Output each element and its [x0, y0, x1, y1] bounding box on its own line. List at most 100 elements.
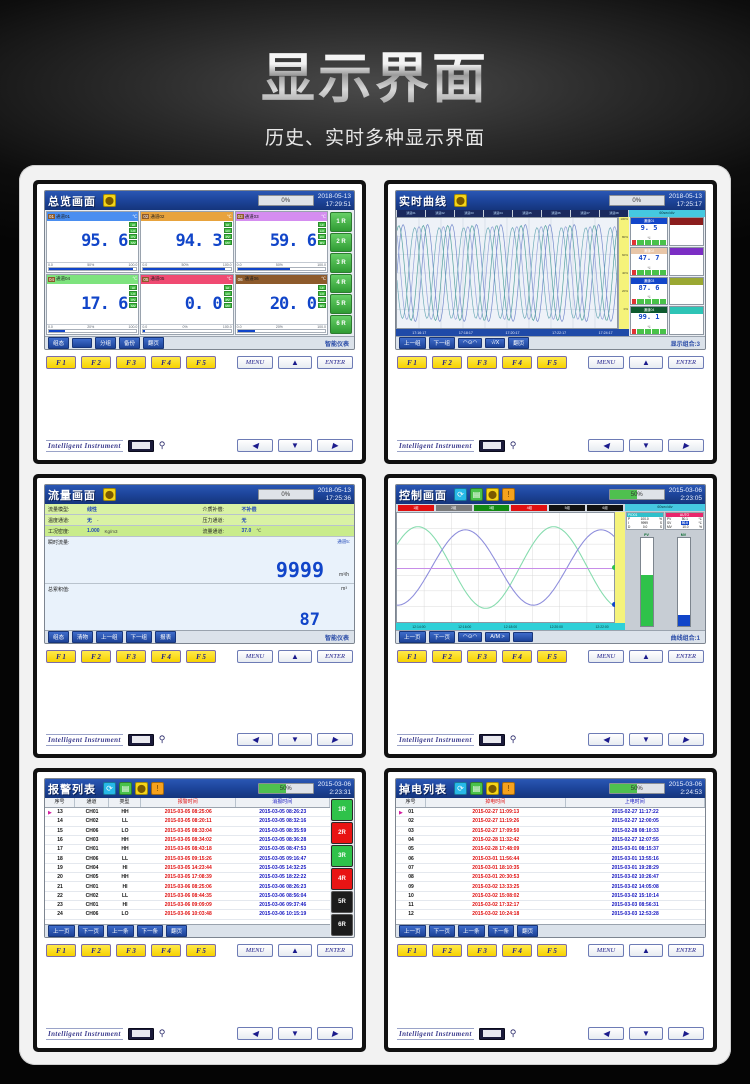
toolbar-key-2[interactable]: 上一条	[458, 925, 485, 937]
toolbar-key-3[interactable]: 备份	[119, 337, 141, 349]
function-key-f4[interactable]: F 4	[502, 944, 532, 957]
bell-icon[interactable]: ⬤	[486, 782, 499, 795]
channel-chip[interactable]: 通道08	[600, 210, 628, 217]
function-key-f3[interactable]: F 3	[467, 650, 497, 663]
menu-button[interactable]: MENU	[588, 650, 624, 663]
usb-icon[interactable]	[127, 439, 154, 452]
sd-card-icon[interactable]: ▤	[470, 782, 483, 795]
function-key-f1[interactable]: F 1	[46, 650, 76, 663]
enter-button[interactable]: ENTER	[668, 356, 704, 369]
toolbar-key-4[interactable]: 翻页	[508, 337, 530, 349]
side-button[interactable]: 1 R	[330, 212, 352, 232]
group-chip[interactable]: 5组	[549, 505, 586, 511]
left-arrow-button[interactable]: ◀	[237, 733, 273, 746]
device-screen-overview[interactable]: 总览画面 ⬤ 0% 2018-05-13 17:29:51 01 通道01 ℃ 95. 6 HI L…	[44, 190, 355, 350]
menu-button[interactable]: MENU	[588, 944, 624, 957]
enter-button[interactable]: ENTER	[317, 944, 353, 957]
function-key-f2[interactable]: F 2	[81, 650, 111, 663]
up-arrow-button[interactable]: ▲	[278, 356, 312, 369]
side-button[interactable]: 2 R	[330, 232, 352, 252]
side-button[interactable]: 6R	[331, 914, 353, 936]
group-chip[interactable]: 6组	[587, 505, 623, 511]
enter-button[interactable]: ENTER	[317, 356, 353, 369]
function-key-f1[interactable]: F 1	[46, 356, 76, 369]
group-chip[interactable]: 3组	[473, 505, 510, 511]
toolbar-key-0[interactable]: 上一组	[399, 337, 426, 349]
menu-button[interactable]: MENU	[237, 944, 273, 957]
table-row[interactable]: 22 CH02 LL 2015-03-06 08:44:35 2015-03-06 08…	[45, 892, 330, 901]
table-row[interactable]: 20 CH05 HH 2015-03-05 17:08:39 2015-03-05 18…	[45, 873, 330, 883]
right-arrow-button[interactable]: ▶	[668, 1027, 704, 1040]
group-chip[interactable]: 2组	[435, 505, 472, 511]
side-button[interactable]: 5R	[331, 891, 353, 913]
toolbar-key-1[interactable]: --	[72, 338, 93, 348]
device-screen-alarm-list[interactable]: 报警列表 ⟳ ▤ ⬤! 50% 2015-03-06 2:23:31 序号 通道 类型 报警时间 消报…	[44, 778, 355, 938]
side-button[interactable]: 3R	[331, 845, 353, 867]
refresh-icon[interactable]: ⟳	[103, 782, 116, 795]
table-row[interactable]: 12 2015-03-02 10:24:18 2015-03-03 12:53:28	[396, 910, 705, 920]
up-arrow-button[interactable]: ▲	[278, 650, 312, 663]
down-arrow-button[interactable]: ▼	[629, 1027, 663, 1040]
toolbar-key-3[interactable]: 下一条	[136, 925, 164, 937]
table-row[interactable]: 06 2015-03-01 11:56:44 2015-03-01 13:55:16	[396, 854, 705, 864]
function-key-f4[interactable]: F 4	[502, 356, 532, 369]
function-key-f3[interactable]: F 3	[467, 356, 497, 369]
toolbar-key-2[interactable]: ◠⊙◠	[458, 632, 483, 642]
table-row[interactable]: 24 CH06 LO 2015-03-06 10:03:48 2015-03-06 10…	[45, 910, 330, 920]
device-screen-flow-screen[interactable]: 流量画面 ⬤ 0% 2018-05-13 17:25:36 流量模型: 线性 介质补偿: 不补偿…	[44, 484, 355, 644]
side-button[interactable]: 4R	[331, 868, 353, 890]
bell-icon[interactable]: ⬤	[486, 488, 499, 501]
channel-chip[interactable]: 通道04	[484, 210, 512, 217]
usb-icon[interactable]	[478, 1027, 505, 1040]
warning-icon[interactable]: !	[151, 782, 164, 795]
function-key-f4[interactable]: F 4	[151, 650, 181, 663]
sd-card-icon[interactable]: ▤	[119, 782, 132, 795]
usb-icon[interactable]	[127, 1027, 154, 1040]
table-row[interactable]: 21 CH01 HI 2015-03-06 08:25:06 2015-03-06 08…	[45, 882, 330, 892]
toolbar-key-4[interactable]: --	[512, 632, 533, 642]
toolbar-key-2[interactable]: 分组	[95, 337, 117, 349]
function-key-f3[interactable]: F 3	[467, 944, 497, 957]
up-arrow-button[interactable]: ▲	[629, 356, 663, 369]
table-row[interactable]: 08 2015-03-01 20:30:53 2015-03-02 10:26:47	[396, 873, 705, 883]
function-key-f1[interactable]: F 1	[397, 356, 427, 369]
enter-button[interactable]: ENTER	[317, 650, 353, 663]
toolbar-key-0[interactable]: 组态	[48, 337, 70, 349]
left-arrow-button[interactable]: ◀	[237, 439, 273, 452]
function-key-f5[interactable]: F 5	[186, 944, 216, 957]
toolbar-key-1[interactable]: 清物	[72, 631, 94, 643]
function-key-f3[interactable]: F 3	[116, 650, 146, 663]
usb-icon[interactable]	[127, 733, 154, 746]
function-key-f5[interactable]: F 5	[537, 944, 567, 957]
right-arrow-button[interactable]: ▶	[668, 439, 704, 452]
channel-chip[interactable]: 通道02	[426, 210, 454, 217]
side-button[interactable]: 6 R	[330, 314, 352, 334]
right-arrow-button[interactable]: ▶	[317, 439, 353, 452]
down-arrow-button[interactable]: ▼	[278, 1027, 312, 1040]
function-key-f2[interactable]: F 2	[81, 944, 111, 957]
toolbar-key-1[interactable]: 下一页	[428, 631, 456, 643]
bell-icon[interactable]: ⬤	[135, 782, 148, 795]
bell-icon[interactable]: ⬤	[103, 194, 116, 207]
right-arrow-button[interactable]: ▶	[317, 733, 353, 746]
toolbar-key-3[interactable]: 下一组	[125, 631, 153, 643]
toolbar-key-1[interactable]: 下一页	[77, 925, 105, 937]
table-row[interactable]: 14 CH02 LL 2015-03-05 08:20:11 2015-03-05 08…	[45, 817, 330, 827]
refresh-icon[interactable]: ⟳	[454, 782, 467, 795]
function-key-f2[interactable]: F 2	[432, 944, 462, 957]
bell-icon[interactable]: ⬤	[454, 194, 467, 207]
menu-button[interactable]: MENU	[237, 650, 273, 663]
menu-button[interactable]: MENU	[237, 356, 273, 369]
toolbar-key-2[interactable]: 上一组	[96, 631, 123, 643]
usb-icon[interactable]	[478, 439, 505, 452]
table-row[interactable]: 03 2015-02-27 17:09:50 2015-02-28 08:10:33	[396, 827, 705, 836]
menu-button[interactable]: MENU	[588, 356, 624, 369]
toolbar-key-0[interactable]: 组态	[48, 631, 70, 643]
side-button[interactable]: 2R	[331, 822, 353, 844]
enter-button[interactable]: ENTER	[668, 944, 704, 957]
table-row[interactable]: 01 ▶ 2015-02-27 11:09:13 2015-02-27 11:17:2…	[396, 808, 705, 818]
table-row[interactable]: 23 CH01 HI 2015-03-06 09:09:09 2015-03-06 09…	[45, 901, 330, 911]
toolbar-key-4[interactable]: 翻页	[517, 925, 539, 937]
channel-chip[interactable]: 通道01	[397, 210, 425, 217]
table-row[interactable]: 11 2015-03-02 17:32:17 2015-03-03 08:56:31	[396, 901, 705, 911]
